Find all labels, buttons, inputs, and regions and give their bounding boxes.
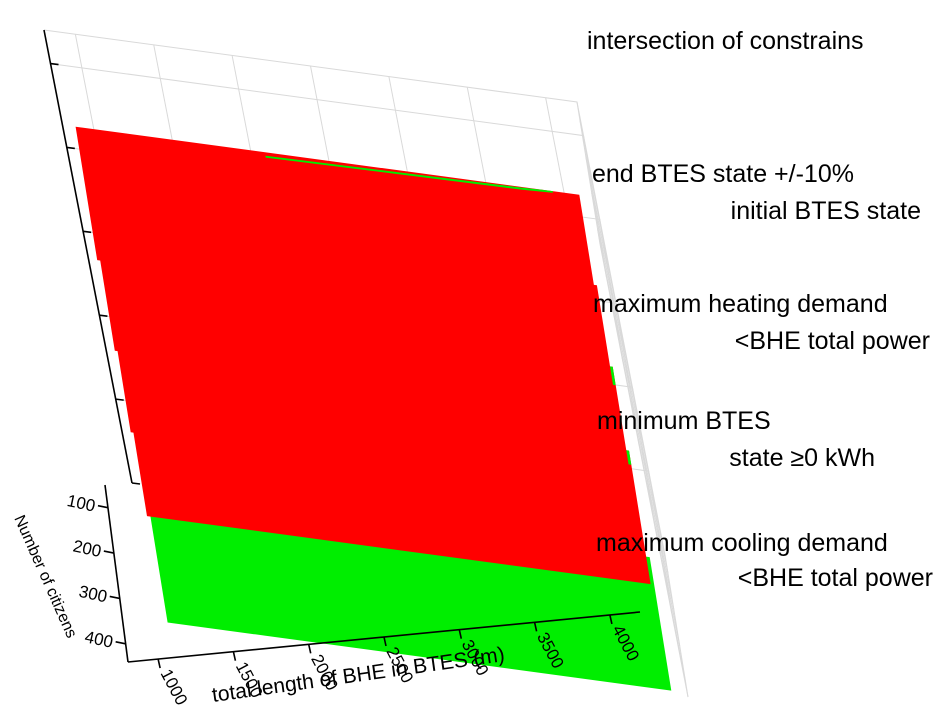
z-axis-tick: [50, 62, 59, 66]
y-axis-tick: [103, 550, 115, 554]
x-axis-tick: [458, 629, 463, 639]
x-axis-tick: [533, 622, 538, 632]
layer-label-5: intersection of constrains: [587, 27, 864, 55]
x-axis-tick: [383, 636, 387, 647]
feasible-region: [265, 155, 553, 193]
layer-label-1: maximum cooling demand: [596, 529, 888, 557]
plane-surface: [75, 126, 601, 329]
y-axis-tick: [109, 595, 120, 600]
layer-label-3: <BHE total power: [735, 327, 930, 355]
z-axis-tick: [115, 398, 124, 401]
z-axis-tick: [66, 146, 75, 150]
y-axis-tick: [115, 641, 126, 645]
z-axis-tick: [99, 314, 108, 318]
y-tick-label: 200: [71, 537, 103, 561]
y-tick-label: 300: [77, 582, 109, 606]
x-axis-tick: [157, 658, 161, 669]
layer-label-2: state ≥0 kWh: [729, 444, 875, 472]
z-axis-line: [43, 29, 133, 484]
x-axis-tick: [609, 614, 613, 625]
axes: [43, 29, 641, 669]
plane-layer-5: [75, 126, 601, 329]
layer-label-2: minimum BTES: [597, 407, 771, 435]
gridline-side: [579, 120, 669, 574]
y-axis-tick: [97, 504, 109, 509]
y-tick-label: 100: [65, 491, 97, 515]
planes: [75, 126, 672, 691]
z-axis-tick: [83, 230, 92, 234]
x-axis-tick: [232, 651, 237, 661]
x-tick-label: 1000: [157, 666, 192, 706]
y-axis-line: [104, 484, 129, 663]
layer-label-3: maximum heating demand: [593, 290, 888, 318]
layer-label-1: <BHE total power: [738, 564, 933, 592]
y-tick-label: 400: [83, 627, 115, 651]
x-axis-tick: [307, 644, 312, 654]
layer-label-4: initial BTES state: [731, 197, 921, 225]
y-axis-label: Number of citizens: [10, 513, 79, 641]
gridline-side: [585, 156, 675, 610]
gridline-side: [591, 192, 681, 647]
z-axis-tick: [131, 482, 141, 485]
layer-label-4: end BTES state +/-10%: [592, 160, 854, 188]
gridline-side: [597, 229, 687, 683]
plane-surface: [146, 489, 672, 691]
